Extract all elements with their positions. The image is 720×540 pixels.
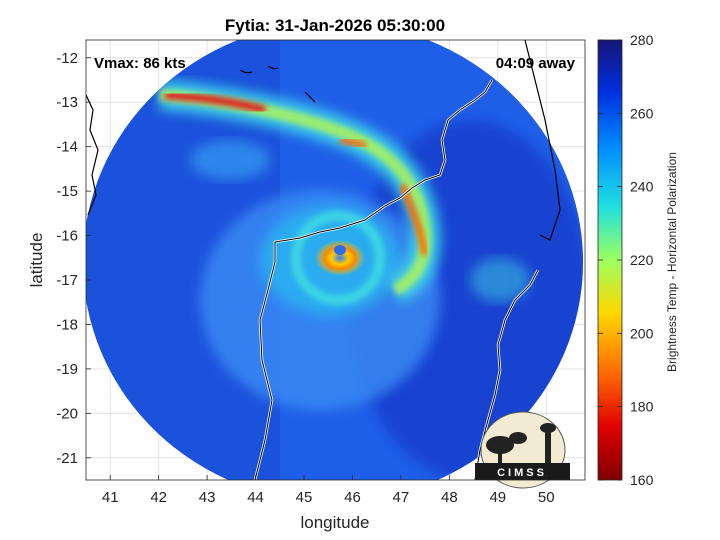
colorbar-tick-label: 220 bbox=[630, 252, 654, 268]
x-tick-label: 50 bbox=[538, 489, 555, 506]
logo-text: CIMSS bbox=[497, 467, 547, 479]
coastline bbox=[86, 40, 561, 480]
x-tick-label: 46 bbox=[344, 489, 361, 506]
y-tick-label: -20 bbox=[56, 405, 78, 422]
x-tick-label: 45 bbox=[296, 489, 313, 506]
x-axis-label: longitude bbox=[300, 513, 369, 532]
y-tick-label: -16 bbox=[56, 228, 78, 245]
y-tick-label: -17 bbox=[56, 272, 78, 289]
colorbar-tick-label: 260 bbox=[630, 105, 654, 121]
y-axis-label: latitude bbox=[27, 233, 46, 288]
y-tick-label: -12 bbox=[56, 50, 78, 67]
x-tick-label: 47 bbox=[393, 489, 410, 506]
y-tick-label: -13 bbox=[56, 94, 78, 111]
colorbar-label: Brightness Temp - Horizontal Polarizatio… bbox=[665, 152, 679, 372]
colorbar-tick-label: 200 bbox=[630, 325, 654, 341]
colorbar-tick-label: 280 bbox=[630, 32, 654, 48]
colorbar-tick-label: 240 bbox=[630, 179, 654, 195]
y-tick-label: -21 bbox=[56, 450, 78, 467]
vmax-annotation: Vmax: 86 kts bbox=[94, 55, 186, 72]
y-tick-label: -18 bbox=[56, 316, 78, 333]
y-axis-ticks: -12 -13 -14 -15 -16 -17 -18 -19 -20 -21 bbox=[56, 50, 91, 467]
colorbar-ticks: 160 180 200 220 240 260 280 bbox=[598, 32, 654, 488]
x-tick-label: 43 bbox=[199, 489, 216, 506]
time-away-annotation: 04:09 away bbox=[496, 55, 576, 72]
x-tick-label: 42 bbox=[150, 489, 167, 506]
chart-title: Fytia: 31-Jan-2026 05:30:00 bbox=[225, 16, 445, 35]
x-tick-label: 48 bbox=[441, 489, 458, 506]
y-tick-label: -19 bbox=[56, 361, 78, 378]
colorbar-tick-label: 160 bbox=[630, 472, 654, 488]
x-tick-label: 41 bbox=[102, 489, 119, 506]
y-tick-label: -14 bbox=[56, 139, 78, 156]
y-tick-label: -15 bbox=[56, 183, 78, 200]
x-tick-label: 44 bbox=[247, 489, 264, 506]
x-tick-label: 49 bbox=[489, 489, 506, 506]
colorbar-tick-label: 180 bbox=[630, 399, 654, 415]
axes-frame bbox=[85, 39, 586, 481]
x-axis-ticks: 41 42 43 44 45 46 47 48 49 50 bbox=[102, 475, 555, 506]
